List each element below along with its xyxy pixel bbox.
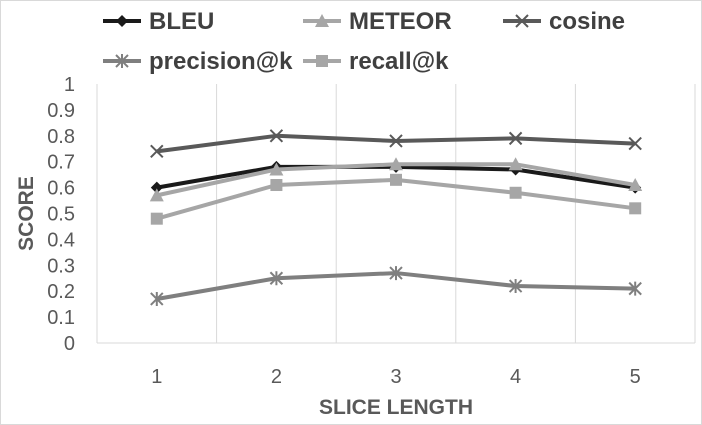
series-line xyxy=(156,133,636,154)
data-point xyxy=(628,136,642,151)
grid xyxy=(96,84,696,343)
legend-marker xyxy=(315,14,329,27)
data-point xyxy=(628,281,642,296)
data-point xyxy=(509,186,522,199)
y-tick-label: 0.9 xyxy=(47,100,75,122)
legend: BLEU METEOR cosine precision@k recall@k xyxy=(103,8,625,75)
x-axis-title: SLICE LENGTH xyxy=(319,396,473,419)
x-tick-label: 2 xyxy=(271,366,282,388)
data-point xyxy=(508,157,523,171)
legend-marker xyxy=(116,15,128,27)
data-point xyxy=(269,271,284,286)
x-tick-label: 5 xyxy=(630,366,641,388)
data-point xyxy=(628,178,643,192)
legend-item: cosine xyxy=(503,8,625,35)
y-tick-label: 0.6 xyxy=(47,178,75,200)
data-point xyxy=(629,202,642,215)
data-point xyxy=(508,279,523,294)
y-tick-label: 0.3 xyxy=(47,255,75,277)
data-point xyxy=(269,162,284,176)
series-cosine xyxy=(150,129,642,159)
legend-marker xyxy=(316,55,328,67)
x-tick-label: 4 xyxy=(510,366,521,388)
data-point xyxy=(390,173,402,186)
data-point xyxy=(269,129,284,143)
series-group xyxy=(149,129,643,306)
legend-item: METEOR xyxy=(303,8,452,35)
y-tick-label: 0.7 xyxy=(47,152,75,174)
x-tick-label: 1 xyxy=(151,366,162,388)
legend-marker xyxy=(115,54,129,68)
data-point xyxy=(389,157,403,171)
legend-label: METEOR xyxy=(349,8,452,35)
y-tick-label: 0.8 xyxy=(47,126,75,148)
axes: 0 0.1 0.2 0.3 0.4 0.5 0.6 0.7 0.8 0.9 1 1 2 3 4 5 xyxy=(47,74,695,388)
data-point xyxy=(150,144,164,159)
data-point xyxy=(150,212,163,225)
legend-marker xyxy=(515,14,529,28)
y-tick-label: 0.2 xyxy=(47,281,75,303)
series-recall-k xyxy=(150,173,642,225)
data-point xyxy=(150,181,163,194)
data-point xyxy=(149,188,164,202)
y-axis-title: SCORE xyxy=(15,176,38,251)
legend-item: precision@k xyxy=(103,48,293,75)
series-meteor xyxy=(149,157,643,202)
data-point xyxy=(389,134,403,148)
y-tick-label: 0 xyxy=(64,333,75,355)
x-tick-label: 3 xyxy=(390,366,401,388)
data-point xyxy=(270,179,283,192)
legend-item: recall@k xyxy=(303,48,449,75)
legend-label: cosine xyxy=(549,8,625,35)
data-point xyxy=(508,131,523,146)
legend-label: BLEU xyxy=(149,8,214,35)
y-tick-label: 0.1 xyxy=(47,307,75,329)
y-tick-label: 0.4 xyxy=(47,229,75,251)
series-precision-k xyxy=(150,266,642,306)
y-tick-label: 0.5 xyxy=(47,204,75,226)
legend-label: precision@k xyxy=(149,48,293,75)
legend-item: BLEU xyxy=(103,8,214,35)
legend-label: recall@k xyxy=(349,48,449,75)
data-point xyxy=(150,291,164,306)
y-tick-label: 1 xyxy=(64,74,75,96)
data-point xyxy=(389,266,403,281)
